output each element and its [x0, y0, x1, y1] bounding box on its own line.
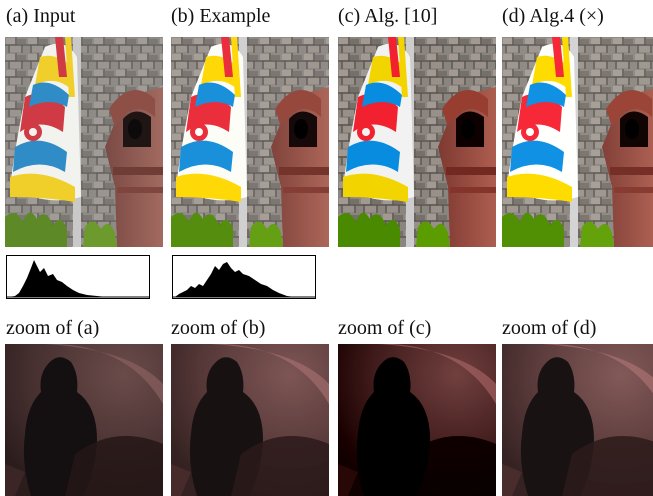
- zoom-alg10: [338, 344, 496, 496]
- histogram-input: [6, 255, 150, 299]
- photo-input: [5, 37, 163, 247]
- crow-zoom-input: [5, 344, 163, 496]
- flag-photo-example: [171, 37, 329, 247]
- zoom-label-d: zoom of (d): [502, 317, 597, 339]
- flag-photo-input: [5, 37, 163, 247]
- label-alg4: (d) Alg.4 (×): [502, 5, 604, 27]
- label-alg10: (c) Alg. [10]: [338, 5, 438, 27]
- crow-zoom-alg4: [502, 344, 653, 496]
- label-example: (b) Example: [171, 5, 271, 27]
- flag-photo-alg10: [338, 37, 496, 247]
- zoom-label-c: zoom of (c): [338, 317, 432, 339]
- photo-alg10: [338, 37, 496, 247]
- zoom-alg4: [502, 344, 653, 496]
- zoom-input: [5, 344, 163, 496]
- photo-alg4: [502, 37, 653, 247]
- zoom-label-b: zoom of (b): [171, 317, 266, 339]
- histogram-example: [172, 255, 316, 299]
- photo-example: [171, 37, 329, 247]
- flag-photo-alg4: [502, 37, 653, 247]
- zoom-example: [171, 344, 329, 496]
- label-input: (a) Input: [6, 5, 76, 27]
- crow-zoom-example: [171, 344, 329, 496]
- crow-zoom-alg10: [338, 344, 496, 496]
- zoom-label-a: zoom of (a): [6, 317, 100, 339]
